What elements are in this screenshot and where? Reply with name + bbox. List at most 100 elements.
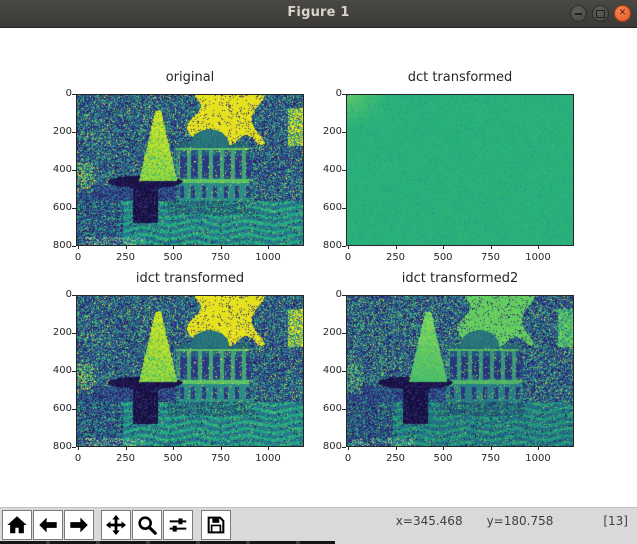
- x-tick-label: 250: [115, 453, 136, 464]
- x-tick-label: 250: [385, 453, 406, 464]
- axes-idct-transformed[interactable]: [76, 295, 304, 447]
- x-tick-mark: [538, 446, 539, 450]
- cursor-status-readout: x=345.468 y=180.758 [13]: [396, 514, 628, 528]
- y-tick-label: 0: [65, 289, 72, 300]
- x-tick-label: 250: [385, 252, 406, 263]
- y-tick-label: 200: [52, 327, 72, 338]
- y-tick-mark: [342, 170, 346, 171]
- y-tick-label: 200: [322, 126, 342, 137]
- image-dct-transformed[interactable]: [347, 95, 573, 245]
- y-tick-mark: [72, 371, 76, 372]
- x-tick-mark: [443, 245, 444, 249]
- subplot-title-idct-transformed: idct transformed: [135, 271, 245, 286]
- close-icon: ✕: [618, 8, 627, 18]
- axes-idct-transformed2[interactable]: [346, 295, 574, 447]
- subplot-title-dct-transformed: dct transformed: [407, 70, 513, 85]
- axes-original[interactable]: [76, 94, 304, 246]
- zoom-button[interactable]: [132, 510, 162, 540]
- y-tick-mark: [342, 447, 346, 448]
- x-tick-label: 1000: [525, 252, 551, 263]
- y-tick-mark: [342, 409, 346, 410]
- x-tick-label: 750: [480, 252, 501, 263]
- x-tick-label: 0: [74, 453, 82, 464]
- y-tick-label: 0: [335, 289, 342, 300]
- x-tick-label: 250: [115, 252, 136, 263]
- subplot-title-original: original: [165, 70, 215, 85]
- x-tick-label: 1000: [255, 252, 281, 263]
- y-tick-mark: [342, 94, 346, 95]
- x-tick-mark: [348, 446, 349, 450]
- close-button[interactable]: ✕: [614, 5, 631, 22]
- x-tick-mark: [396, 446, 397, 450]
- x-tick-label: 750: [210, 252, 231, 263]
- y-tick-mark: [72, 409, 76, 410]
- x-tick-label: 500: [163, 252, 183, 263]
- y-tick-mark: [72, 295, 76, 296]
- x-tick-mark: [443, 446, 444, 450]
- y-tick-mark: [342, 333, 346, 334]
- y-tick-label: 600: [52, 202, 72, 213]
- y-tick-label: 800: [52, 240, 72, 251]
- y-tick-label: 200: [322, 327, 342, 338]
- maximize-button[interactable]: [592, 5, 609, 22]
- y-tick-label: 400: [52, 365, 72, 376]
- x-tick-mark: [538, 245, 539, 249]
- x-tick-mark: [126, 245, 127, 249]
- y-tick-mark: [342, 295, 346, 296]
- y-tick-label: 0: [335, 88, 342, 99]
- x-tick-label: 750: [210, 453, 231, 464]
- save-floppy-icon: [207, 516, 225, 534]
- cursor-y-value: y=180.758: [486, 514, 554, 528]
- cursor-x-value: x=345.468: [395, 514, 463, 528]
- pan-button[interactable]: [101, 510, 131, 540]
- y-tick-mark: [72, 132, 76, 133]
- axes-dct-transformed[interactable]: [346, 94, 574, 246]
- image-idct-transformed[interactable]: [77, 296, 303, 446]
- x-tick-mark: [268, 446, 269, 450]
- x-tick-mark: [348, 245, 349, 249]
- back-arrow-icon: [39, 517, 57, 533]
- back-button[interactable]: [33, 510, 63, 540]
- y-tick-mark: [342, 371, 346, 372]
- x-tick-mark: [126, 446, 127, 450]
- y-tick-mark: [342, 246, 346, 247]
- y-tick-mark: [72, 94, 76, 95]
- minimize-icon: [575, 12, 582, 15]
- forward-button[interactable]: [64, 510, 94, 540]
- y-tick-label: 400: [322, 164, 342, 175]
- y-tick-label: 400: [52, 164, 72, 175]
- y-tick-mark: [342, 132, 346, 133]
- x-tick-mark: [268, 245, 269, 249]
- save-button[interactable]: [201, 510, 231, 540]
- window-title: Figure 1: [287, 5, 350, 20]
- x-tick-label: 0: [344, 252, 352, 263]
- y-tick-mark: [72, 333, 76, 334]
- cursor-pixel-value: [13]: [603, 514, 628, 528]
- y-tick-label: 600: [52, 403, 72, 414]
- x-tick-mark: [221, 446, 222, 450]
- x-tick-mark: [173, 245, 174, 249]
- x-tick-mark: [396, 245, 397, 249]
- x-tick-mark: [491, 245, 492, 249]
- subplot-title-idct-transformed2: idct transformed2: [401, 271, 519, 286]
- home-button[interactable]: [2, 510, 32, 540]
- image-idct-transformed2[interactable]: [347, 296, 573, 446]
- y-tick-label: 0: [65, 88, 72, 99]
- forward-arrow-icon: [70, 517, 88, 533]
- pan-move-icon: [105, 514, 127, 536]
- y-tick-mark: [342, 208, 346, 209]
- y-tick-label: 200: [52, 126, 72, 137]
- configure-subplots-button[interactable]: [163, 510, 193, 540]
- y-tick-mark: [72, 246, 76, 247]
- minimize-button[interactable]: [570, 5, 587, 22]
- x-tick-mark: [491, 446, 492, 450]
- x-tick-label: 500: [433, 252, 453, 263]
- y-tick-mark: [72, 170, 76, 171]
- x-tick-mark: [221, 245, 222, 249]
- y-tick-mark: [72, 447, 76, 448]
- window-titlebar[interactable]: Figure 1 ✕: [0, 0, 637, 28]
- x-tick-label: 1000: [525, 453, 551, 464]
- y-tick-label: 600: [322, 403, 342, 414]
- image-original[interactable]: [77, 95, 303, 245]
